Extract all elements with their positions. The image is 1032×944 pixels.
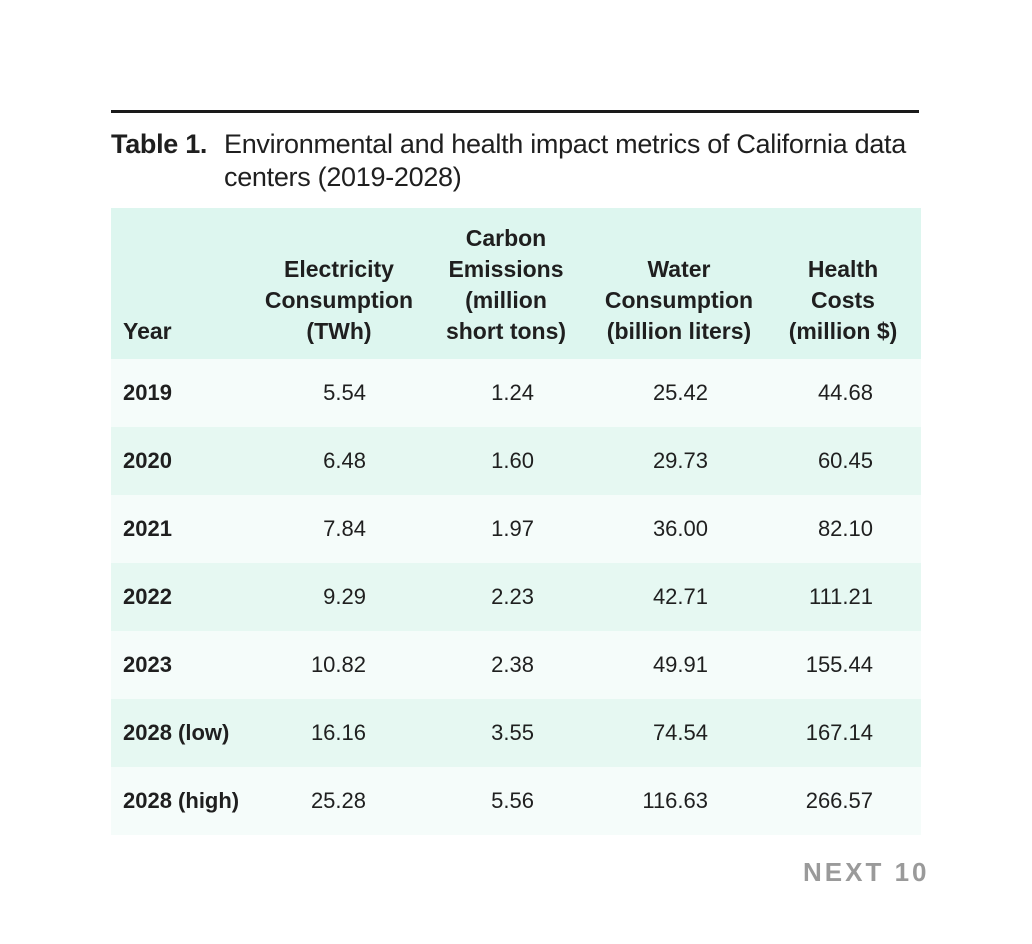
table-row: 2021 7.84 1.97 36.00 82.10 [111, 495, 921, 563]
data-table: Year Electricity Consumption (TWh) Carbo… [111, 208, 921, 835]
table-row: 2023 10.82 2.38 49.91 155.44 [111, 631, 921, 699]
header-electricity-line: Consumption [264, 287, 414, 313]
next10-logo: NEXT 10 [803, 857, 930, 887]
header-electricity-line: (TWh) [306, 318, 372, 344]
cell-water: 36.00 [652, 516, 708, 541]
header-water: Water Consumption (billion liters) [589, 208, 769, 359]
header-water-line: Water [647, 256, 711, 282]
cell-electricity: 25.28 [310, 788, 366, 813]
cell-year: 2019 [123, 380, 172, 405]
header-health-line: (million $) [788, 318, 898, 344]
header-electricity: Electricity Consumption (TWh) [253, 208, 425, 359]
cell-electricity: 10.82 [310, 652, 366, 677]
cell-year: 2020 [123, 448, 172, 473]
table-caption: Table 1. Environmental and health impact… [111, 128, 911, 194]
header-year-text: Year [123, 318, 172, 344]
header-carbon: Carbon Emissions (million short tons) [431, 208, 581, 359]
cell-electricity: 7.84 [323, 516, 366, 541]
cell-electricity: 9.29 [323, 584, 366, 609]
caption-text: Environmental and health impact metrics … [224, 129, 906, 192]
cell-electricity: 16.16 [310, 720, 366, 745]
header-carbon-line: Carbon [465, 225, 547, 251]
cell-carbon: 1.97 [491, 516, 534, 541]
cell-water: 29.73 [652, 448, 708, 473]
cell-water: 116.63 [642, 788, 708, 813]
cell-year: 2023 [123, 652, 172, 677]
table-body: 2019 5.54 1.24 25.42 44.68 2020 6.48 1.60 29.73 6… [111, 359, 921, 835]
top-rule [111, 110, 919, 113]
cell-year: 2021 [123, 516, 172, 541]
table-row: 2019 5.54 1.24 25.42 44.68 [111, 359, 921, 427]
cell-year: 2022 [123, 584, 172, 609]
cell-electricity: 6.48 [323, 448, 366, 473]
cell-water: 49.91 [652, 652, 708, 677]
cell-carbon: 2.23 [491, 584, 534, 609]
header-water-line: (billion liters) [606, 318, 752, 344]
header-health-line: Costs [811, 287, 875, 313]
cell-health: 111.21 [808, 584, 873, 609]
cell-health: 82.10 [817, 516, 873, 541]
cell-water: 74.54 [652, 720, 708, 745]
table-row: 2022 9.29 2.23 42.71 111.21 [111, 563, 921, 631]
cell-health: 60.45 [817, 448, 873, 473]
header-carbon-line: Emissions [448, 256, 564, 282]
cell-carbon: 3.55 [491, 720, 534, 745]
table-row: 2028 (low) 16.16 3.55 74.54 167.14 [111, 699, 921, 767]
header-health: Health Costs (million $) [773, 208, 913, 359]
cell-water: 25.42 [652, 380, 708, 405]
table-row: 2028 (high) 25.28 5.56 116.63 266.57 [111, 767, 921, 835]
cell-electricity: 5.54 [323, 380, 366, 405]
cell-carbon: 2.38 [491, 652, 534, 677]
cell-carbon: 1.60 [491, 448, 534, 473]
table-row: 2020 6.48 1.60 29.73 60.45 [111, 427, 921, 495]
cell-health: 155.44 [805, 652, 873, 677]
cell-water: 42.71 [652, 584, 708, 609]
header-carbon-line: short tons) [445, 318, 567, 344]
header-carbon-line: (million [465, 287, 547, 313]
cell-health: 167.14 [805, 720, 873, 745]
cell-year: 2028 (high) [123, 788, 240, 813]
header-year: Year [123, 208, 253, 359]
header-water-line: Consumption [604, 287, 754, 313]
header-health-line: Health [807, 256, 879, 282]
cell-year: 2028 (low) [123, 720, 230, 745]
cell-carbon: 1.24 [491, 380, 534, 405]
header-electricity-line: Electricity [284, 256, 394, 282]
cell-health: 44.68 [817, 380, 873, 405]
cell-carbon: 5.56 [491, 788, 534, 813]
cell-health: 266.57 [805, 788, 873, 813]
table-header-row: Year Electricity Consumption (TWh) Carbo… [111, 208, 921, 359]
caption-label: Table 1. [111, 129, 208, 159]
